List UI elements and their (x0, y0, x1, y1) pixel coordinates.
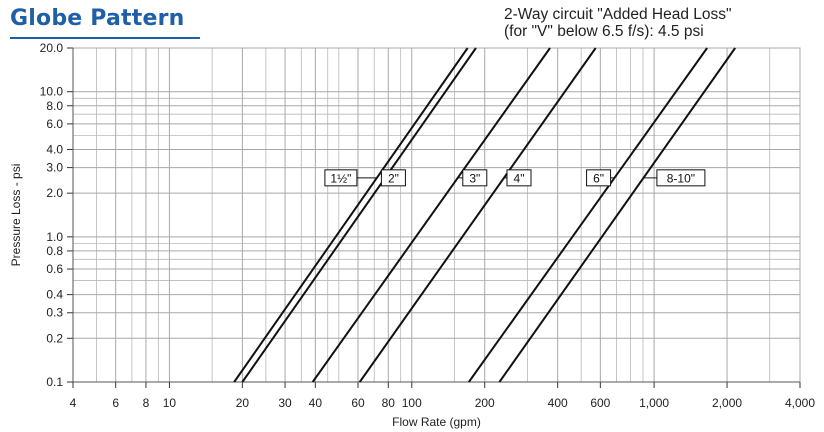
x-tick-label: 10 (163, 396, 177, 410)
x-tick-label: 80 (382, 396, 396, 410)
x-tick-label: 4 (70, 396, 77, 410)
head-loss-note-line2: (for "V" below 6.5 f/s): 4.5 psi (504, 23, 704, 40)
tick-layer: 4 6 8 10 20 30 40 60 80 100 200 400 600 1,000 2,000 4,0… (40, 41, 816, 410)
series-line-5 (468, 47, 708, 383)
x-tick-label: 40 (309, 396, 323, 410)
x-tick-label: 8 (143, 396, 150, 410)
x-tick-label: 30 (278, 396, 292, 410)
series-line-3 (311, 47, 551, 383)
line-label-5: 6" (593, 171, 604, 185)
head-loss-note-line1: 2-Way circuit "Added Head Loss" (504, 6, 732, 23)
line-label-6: 8-10" (667, 171, 695, 185)
x-axis-label: Flow Rate (gpm) (392, 415, 481, 429)
x-tick-label: 2,000 (712, 396, 742, 410)
y-tick-label: 3.0 (46, 161, 63, 175)
line-label-box (506, 169, 532, 187)
line-label-box (586, 169, 612, 187)
line-label-box (380, 169, 406, 187)
y-tick-label: 20.0 (40, 41, 64, 55)
x-tick-label: 20 (236, 396, 250, 410)
y-tick-label: 8.0 (46, 99, 63, 113)
x-tick-label: 60 (351, 396, 365, 410)
y-tick-label: 0.3 (46, 306, 63, 320)
y-tick-label: 0.8 (46, 244, 63, 258)
line-label-2: 2" (388, 171, 399, 185)
y-tick-label: 4.0 (46, 142, 63, 156)
line-label-box (324, 169, 358, 187)
y-tick-label: 0.1 (46, 375, 63, 389)
line-label-box (462, 169, 488, 187)
x-tick-label: 6 (112, 396, 119, 410)
title-underline (10, 37, 200, 39)
y-tick-label: 0.6 (46, 262, 63, 276)
y-tick-label: 6.0 (46, 117, 63, 131)
y-tick-label: 2.0 (46, 186, 63, 200)
grid-layer (72, 47, 801, 383)
line-label-1: 1½" (330, 171, 351, 185)
x-tick-label: 1,000 (639, 396, 669, 410)
x-tick-label: 200 (475, 396, 495, 410)
series-line-6 (498, 47, 736, 383)
series-line-2 (241, 47, 477, 383)
series-line-4 (358, 47, 597, 383)
series-line-1 (233, 47, 469, 383)
x-tick-label: 100 (402, 396, 422, 410)
line-label-layer: 1½" 2" 3" 4" 6" 8-10" (324, 169, 706, 187)
x-tick-label: 600 (590, 396, 610, 410)
x-tick-label: 400 (548, 396, 568, 410)
line-label-box (656, 169, 706, 187)
y-tick-label: 1.0 (46, 230, 63, 244)
y-axis-label: Pressure Loss - psi (9, 164, 23, 267)
y-tick-label: 0.2 (46, 331, 63, 345)
page-title: Globe Pattern (10, 6, 185, 31)
x-tick-label: 4,000 (785, 396, 815, 410)
y-tick-label: 0.4 (46, 288, 63, 302)
y-tick-label: 10.0 (40, 85, 64, 99)
head-loss-note: 2-Way circuit "Added Head Loss" (for "V"… (504, 6, 820, 40)
line-label-4: 4" (514, 171, 525, 185)
series-layer (233, 47, 736, 383)
line-label-3: 3" (469, 171, 480, 185)
